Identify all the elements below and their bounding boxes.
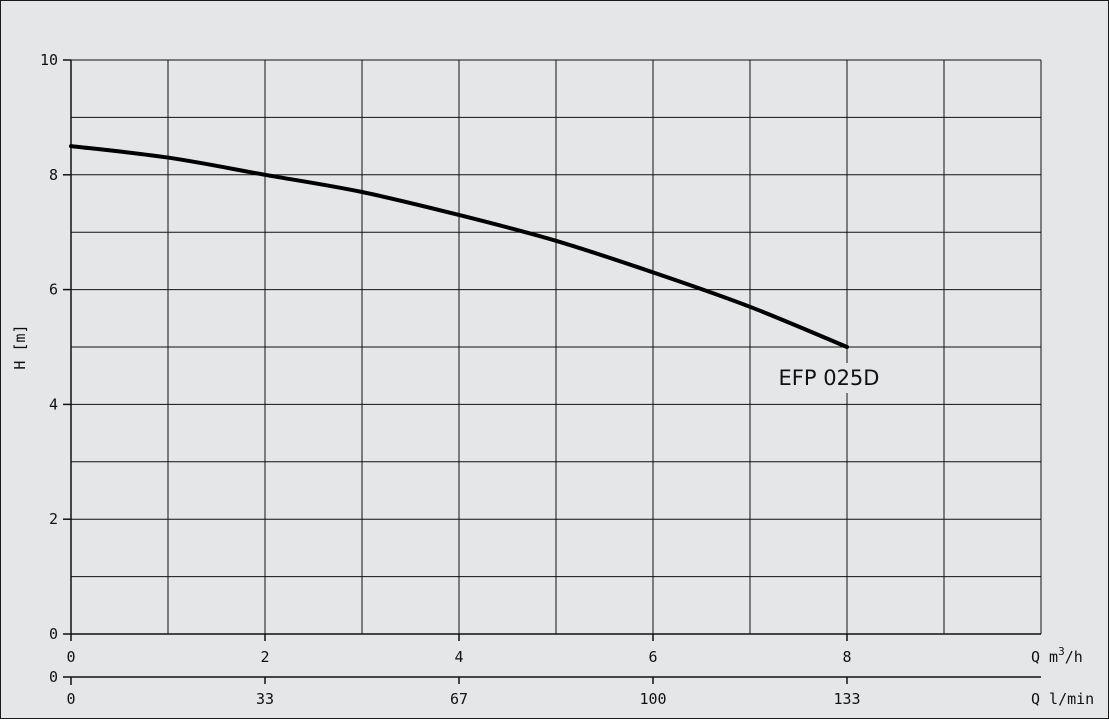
x-axis-primary-ticks: 0 2 4 6 8 [66,634,852,666]
y-tick-label: 10 [40,51,58,69]
y-tick-label: 0 [49,625,58,643]
y-axis-ticks: 0 2 4 6 8 10 [40,51,71,643]
x-primary-tick-label: 4 [454,648,463,666]
y-axis-label: H [m] [11,324,29,369]
grid [71,59,1042,634]
y-tick-label: 6 [49,281,58,299]
x-axis-secondary-zero-label: 0 [49,668,58,686]
x-axis-primary-label-unit: Q m [1031,648,1058,666]
x-primary-tick-label: 0 [66,648,75,666]
x-secondary-tick-label: 33 [256,690,274,708]
x-primary-tick-label: 2 [260,648,269,666]
x-axis-primary-label-superscript: 3 [1058,645,1065,658]
x-secondary-tick-label: 133 [833,690,860,708]
y-tick-label: 8 [49,166,58,184]
axes [63,60,1041,685]
x-axis-primary-label-suffix: /h [1065,648,1083,666]
x-axis-primary-label: Q m3/h [1031,645,1083,666]
x-primary-tick-label: 8 [842,648,851,666]
y-tick-label: 2 [49,510,58,528]
x-axis-secondary-ticks: 0 33 67 100 133 [66,677,861,708]
series-line-efp-025d [69,144,849,349]
x-secondary-tick-label: 67 [450,690,468,708]
x-axis-secondary-label: Q l/min [1031,690,1094,708]
x-secondary-tick-label: 100 [639,690,666,708]
series-label-efp-025d: EFP 025D [779,366,880,390]
x-secondary-tick-label: 0 [66,690,75,708]
y-tick-label: 4 [49,395,58,413]
series-label-background [773,363,885,393]
x-primary-tick-label: 6 [648,648,657,666]
